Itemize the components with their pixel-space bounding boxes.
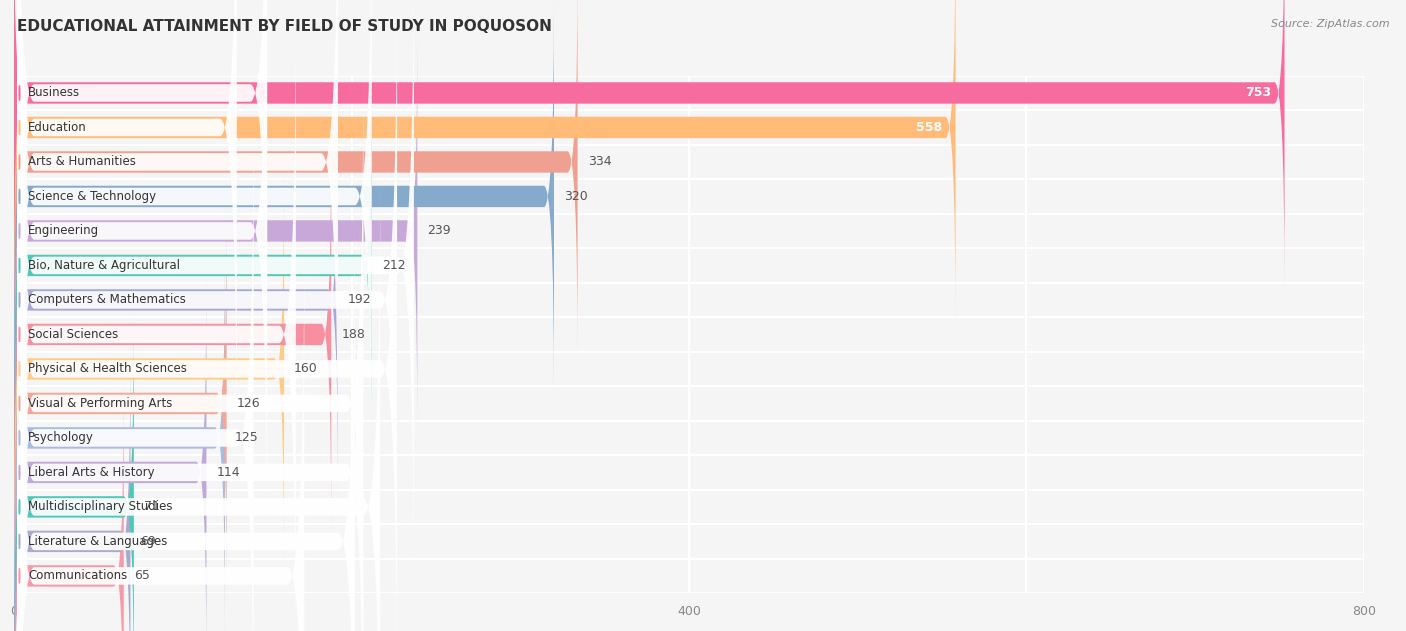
- Text: 125: 125: [235, 432, 259, 444]
- Text: Literature & Languages: Literature & Languages: [28, 535, 167, 548]
- Bar: [14, 421, 1364, 455]
- FancyBboxPatch shape: [14, 380, 124, 631]
- FancyBboxPatch shape: [14, 310, 134, 631]
- Bar: [14, 386, 1364, 421]
- FancyBboxPatch shape: [14, 0, 554, 392]
- Bar: [14, 179, 1364, 214]
- Bar: [14, 248, 1364, 283]
- Bar: [14, 524, 1364, 558]
- Text: 65: 65: [134, 569, 149, 582]
- FancyBboxPatch shape: [14, 345, 131, 631]
- FancyBboxPatch shape: [17, 0, 413, 601]
- FancyBboxPatch shape: [14, 0, 578, 358]
- FancyBboxPatch shape: [17, 102, 253, 631]
- FancyBboxPatch shape: [14, 242, 225, 631]
- FancyBboxPatch shape: [14, 138, 332, 531]
- Text: 334: 334: [588, 155, 612, 168]
- Bar: [14, 351, 1364, 386]
- FancyBboxPatch shape: [17, 0, 295, 631]
- Text: 160: 160: [294, 362, 318, 375]
- Bar: [14, 76, 1364, 110]
- Text: Social Sciences: Social Sciences: [28, 328, 118, 341]
- Bar: [14, 490, 1364, 524]
- Text: Psychology: Psychology: [28, 432, 94, 444]
- Bar: [14, 317, 1364, 351]
- Text: Business: Business: [28, 86, 80, 100]
- Text: Visual & Performing Arts: Visual & Performing Arts: [28, 397, 173, 410]
- FancyBboxPatch shape: [14, 207, 226, 599]
- FancyBboxPatch shape: [14, 35, 418, 427]
- Text: Bio, Nature & Agricultural: Bio, Nature & Agricultural: [28, 259, 180, 272]
- Text: Science & Technology: Science & Technology: [28, 190, 156, 203]
- Text: 188: 188: [342, 328, 366, 341]
- Text: Computers & Mathematics: Computers & Mathematics: [28, 293, 186, 307]
- FancyBboxPatch shape: [17, 0, 267, 429]
- FancyBboxPatch shape: [17, 0, 371, 533]
- FancyBboxPatch shape: [14, 276, 207, 631]
- FancyBboxPatch shape: [17, 0, 396, 631]
- Text: 69: 69: [141, 535, 156, 548]
- Bar: [14, 144, 1364, 179]
- Text: Engineering: Engineering: [28, 225, 100, 237]
- Text: Physical & Health Sciences: Physical & Health Sciences: [28, 362, 187, 375]
- Text: 558: 558: [915, 121, 942, 134]
- FancyBboxPatch shape: [17, 171, 380, 631]
- FancyBboxPatch shape: [14, 173, 284, 565]
- FancyBboxPatch shape: [17, 33, 396, 631]
- FancyBboxPatch shape: [17, 0, 337, 498]
- FancyBboxPatch shape: [17, 0, 236, 464]
- Bar: [14, 455, 1364, 490]
- Text: Multidisciplinary Studies: Multidisciplinary Studies: [28, 500, 173, 514]
- FancyBboxPatch shape: [14, 0, 1285, 289]
- FancyBboxPatch shape: [17, 68, 363, 631]
- Text: Education: Education: [28, 121, 87, 134]
- Bar: [14, 214, 1364, 248]
- FancyBboxPatch shape: [14, 0, 956, 324]
- Text: Liberal Arts & History: Liberal Arts & History: [28, 466, 155, 479]
- FancyBboxPatch shape: [17, 136, 363, 631]
- FancyBboxPatch shape: [14, 69, 371, 462]
- Text: Communications: Communications: [28, 569, 128, 582]
- Text: Arts & Humanities: Arts & Humanities: [28, 155, 136, 168]
- Text: 192: 192: [349, 293, 371, 307]
- Text: 753: 753: [1244, 86, 1271, 100]
- Text: 212: 212: [382, 259, 405, 272]
- Text: 71: 71: [143, 500, 160, 514]
- Text: 126: 126: [236, 397, 260, 410]
- Text: 239: 239: [427, 225, 451, 237]
- Bar: [14, 283, 1364, 317]
- Text: 320: 320: [564, 190, 588, 203]
- FancyBboxPatch shape: [17, 205, 354, 631]
- Bar: [14, 110, 1364, 144]
- FancyBboxPatch shape: [17, 240, 304, 631]
- Text: Source: ZipAtlas.com: Source: ZipAtlas.com: [1271, 19, 1389, 29]
- Bar: [14, 558, 1364, 593]
- Text: 114: 114: [217, 466, 240, 479]
- Text: EDUCATIONAL ATTAINMENT BY FIELD OF STUDY IN POQUOSON: EDUCATIONAL ATTAINMENT BY FIELD OF STUDY…: [17, 19, 551, 34]
- FancyBboxPatch shape: [14, 103, 337, 496]
- FancyBboxPatch shape: [17, 0, 267, 567]
